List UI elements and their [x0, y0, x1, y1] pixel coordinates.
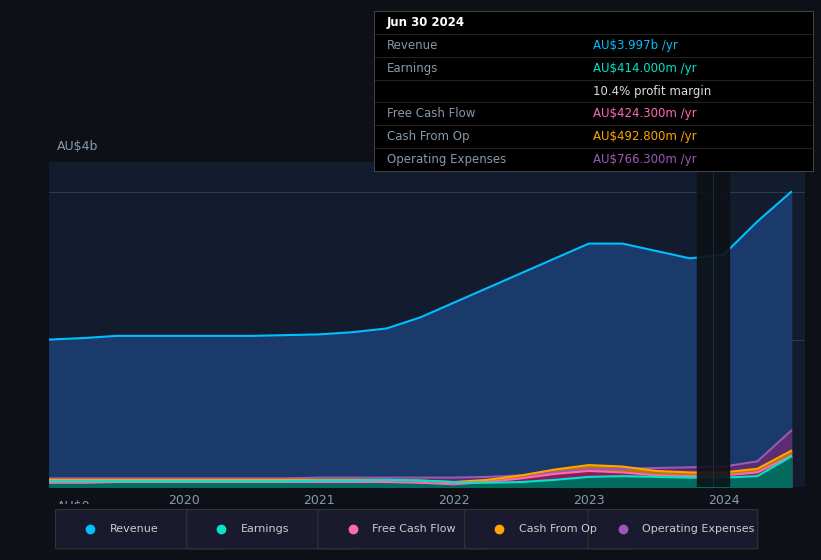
Text: AU$3.997b /yr: AU$3.997b /yr [594, 39, 678, 52]
Text: Earnings: Earnings [387, 62, 438, 74]
Text: AU$766.300m /yr: AU$766.300m /yr [594, 153, 697, 166]
Text: Earnings: Earnings [241, 524, 289, 534]
Text: Operating Expenses: Operating Expenses [387, 153, 506, 166]
FancyBboxPatch shape [318, 510, 488, 549]
Text: Revenue: Revenue [109, 524, 158, 534]
Text: Operating Expenses: Operating Expenses [642, 524, 754, 534]
Text: 10.4% profit margin: 10.4% profit margin [594, 85, 712, 97]
Text: Cash From Op: Cash From Op [519, 524, 596, 534]
Text: Cash From Op: Cash From Op [387, 130, 470, 143]
Text: AU$424.300m /yr: AU$424.300m /yr [594, 108, 697, 120]
Bar [697, 162, 729, 487]
Text: Jun 30 2024: Jun 30 2024 [387, 16, 465, 29]
Text: AU$0: AU$0 [57, 500, 90, 513]
FancyBboxPatch shape [56, 510, 225, 549]
Text: Free Cash Flow: Free Cash Flow [372, 524, 456, 534]
Text: Revenue: Revenue [387, 39, 438, 52]
Text: AU$4b: AU$4b [57, 139, 99, 153]
Text: Free Cash Flow: Free Cash Flow [387, 108, 475, 120]
FancyBboxPatch shape [588, 510, 758, 549]
FancyBboxPatch shape [465, 510, 635, 549]
Text: AU$492.800m /yr: AU$492.800m /yr [594, 130, 697, 143]
FancyBboxPatch shape [186, 510, 356, 549]
Text: AU$414.000m /yr: AU$414.000m /yr [594, 62, 697, 74]
